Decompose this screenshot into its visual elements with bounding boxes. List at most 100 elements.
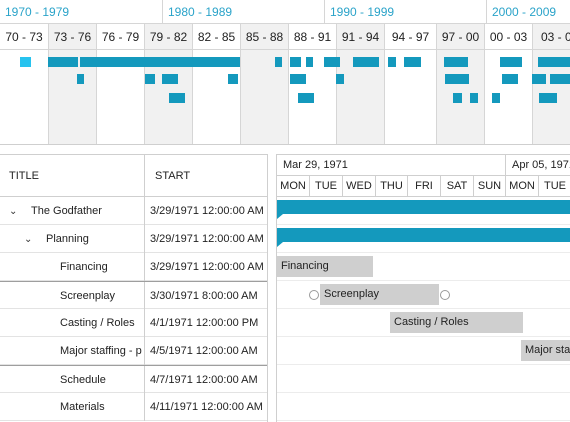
overview-task-mark[interactable] [532,74,546,84]
row-title: Materials [0,393,145,421]
decade-label[interactable]: 2000 - 2009 [486,0,570,24]
overview-task-mark[interactable] [48,57,78,67]
decade-header: 1970 - 1979 1980 - 1989 1990 - 1999 2000… [0,0,570,24]
overview-task-mark[interactable] [336,74,344,84]
collapse-icon[interactable]: ⌄ [24,234,33,245]
overview-task-mark[interactable] [77,74,84,84]
overview-task-mark[interactable] [500,57,522,67]
row-title: The Godfather [31,205,102,217]
overview-task-mark[interactable] [404,57,421,67]
row-title: Financing [0,253,145,281]
period-label[interactable]: 79 - 82 [144,24,192,50]
table-row[interactable]: Financing 3/29/1971 12:00:00 AM [0,253,267,281]
day-label: WED [342,176,375,197]
start-cell: 3/30/1971 8:00:00 AM [150,290,258,302]
table-row[interactable]: ⌄ Planning 3/29/1971 12:00:00 AM [0,225,267,253]
task-bar[interactable]: Casting / Roles [390,312,523,333]
overview-task-mark[interactable] [444,57,468,67]
table-row[interactable]: ⌄ The Godfather 3/29/1971 12:00:00 AM [0,197,267,225]
drag-handle-end[interactable] [440,290,450,300]
overview-task-mark[interactable] [290,57,301,67]
start-cell: 3/29/1971 12:00:00 AM [150,233,264,245]
period-column [192,24,240,144]
overview-task-mark[interactable] [275,57,282,67]
period-label[interactable]: 85 - 88 [240,24,288,50]
table-row[interactable]: Schedule 4/7/1971 12:00:00 AM [0,365,267,394]
overview-task-mark[interactable] [324,57,340,67]
gantt-row [277,197,570,225]
period-label[interactable]: 76 - 79 [96,24,144,50]
overview-task-mark[interactable] [492,93,500,103]
period-label[interactable]: 03 - 0 [532,24,570,50]
overview-task-mark[interactable] [169,93,185,103]
task-bar[interactable]: Screenplay [320,284,439,305]
summary-start-marker [277,242,283,247]
drag-handle-start[interactable] [309,290,319,300]
overview-task-mark[interactable] [388,57,396,67]
task-grid: TITLE START ⌄ The Godfather 3/29/1971 12:… [0,154,268,422]
overview-task-mark[interactable] [538,57,570,67]
title-cell: ⌄ Planning [0,225,145,253]
overview-task-mark[interactable] [445,74,469,84]
row-title: Planning [46,233,89,245]
period-label[interactable]: 73 - 76 [48,24,96,50]
table-row[interactable]: Casting / Roles 4/1/1971 12:00:00 PM [0,309,267,337]
summary-bar[interactable] [277,228,570,242]
timeline-overview[interactable]: 1970 - 1979 1980 - 1989 1990 - 1999 2000… [0,0,570,145]
week-label: Mar 29, 1971 [283,159,348,171]
period-column [144,24,192,144]
overview-task-mark[interactable] [20,57,31,67]
summary-bar[interactable] [277,200,570,214]
overview-task-mark[interactable] [145,74,155,84]
period-column [484,24,532,144]
collapse-icon[interactable]: ⌄ [9,206,18,217]
day-label: FRI [407,176,440,197]
period-column [384,24,436,144]
column-header-start[interactable]: START [155,170,191,182]
table-row[interactable]: Screenplay 3/30/1971 8:00:00 AM [0,281,267,310]
overview-task-mark[interactable] [162,74,178,84]
overview-task-mark[interactable] [306,57,313,67]
row-title: Casting / Roles [0,309,145,337]
summary-start-marker [277,214,283,219]
decade-label[interactable]: 1970 - 1979 [5,5,70,19]
overview-task-mark[interactable] [453,93,462,103]
gantt-row [277,393,570,421]
period-label[interactable]: 97 - 00 [436,24,484,50]
period-label-selected[interactable]: 70 - 73 [0,24,48,50]
overview-task-mark[interactable] [502,74,518,84]
task-bar[interactable]: Financing [277,256,373,277]
row-title: Major staffing - p [0,337,145,365]
gantt-timeline[interactable]: Mar 29, 1971 Apr 05, 1971 MON TUE WED TH… [276,154,570,422]
period-column [288,24,336,144]
overview-task-mark[interactable] [353,57,379,67]
task-bar[interactable]: Major sta [521,340,570,361]
period-label[interactable]: 82 - 85 [192,24,240,50]
decade-label[interactable]: 1980 - 1989 [162,0,324,24]
day-label: TUE [538,176,570,197]
day-label: TUE [309,176,342,197]
period-label[interactable]: 91 - 94 [336,24,384,50]
day-header: MON TUE WED THU FRI SAT SUN MON TUE [277,176,570,197]
period-label[interactable]: 88 - 91 [288,24,336,50]
start-cell: 4/7/1971 12:00:00 AM [150,374,258,386]
week-label: Apr 05, 1971 [505,155,570,176]
overview-task-mark[interactable] [80,57,240,67]
overview-task-mark[interactable] [539,93,557,103]
decade-label[interactable]: 1990 - 1999 [324,0,486,24]
gantt-row: Major sta [277,337,570,365]
grid-header: TITLE START [0,155,267,197]
overview-task-mark[interactable] [228,74,238,84]
gantt-row: Screenplay [277,281,570,309]
start-cell: 4/5/1971 12:00:00 AM [150,345,258,357]
overview-task-mark[interactable] [550,74,570,84]
gantt-row [277,225,570,253]
overview-task-mark[interactable] [298,93,314,103]
table-row[interactable]: Materials 4/11/1971 12:00:00 AM [0,393,267,421]
table-row[interactable]: Major staffing - p 4/5/1971 12:00:00 AM [0,337,267,365]
overview-task-mark[interactable] [470,93,478,103]
column-header-title[interactable]: TITLE [0,155,145,197]
period-label[interactable]: 94 - 97 [384,24,436,50]
period-label[interactable]: 00 - 03 [484,24,532,50]
overview-task-mark[interactable] [290,74,306,84]
